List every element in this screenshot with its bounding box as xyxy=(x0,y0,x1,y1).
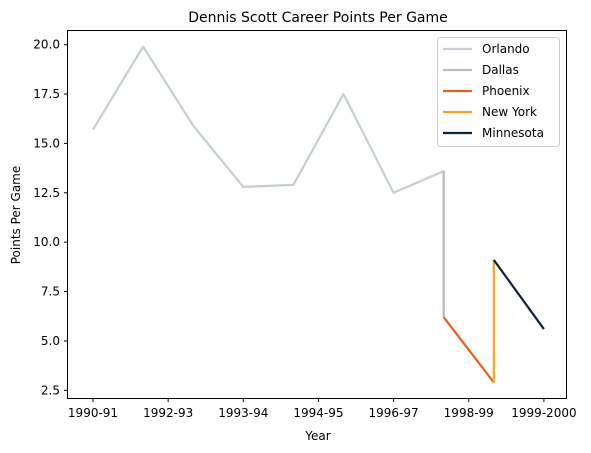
x-tick-label: 1999-2000 xyxy=(511,406,576,420)
x-tick-label: 1990-91 xyxy=(68,406,118,420)
legend-label-minnesota: Minnesota xyxy=(482,126,544,140)
legend-label-new-york: New York xyxy=(482,105,537,119)
x-tick-label: 1996-97 xyxy=(369,406,419,420)
y-tick-label: 2.5 xyxy=(41,383,60,397)
legend: Orlando Dallas Phoenix New York Minnesota xyxy=(437,37,560,147)
x-tick-label: 1998-99 xyxy=(444,406,494,420)
legend-box xyxy=(437,37,560,147)
y-tick-label: 12.5 xyxy=(33,186,60,200)
series-line-phoenix xyxy=(442,316,495,384)
legend-label-orlando: Orlando xyxy=(482,42,530,56)
y-tick-label: 15.0 xyxy=(33,136,60,150)
legend-label-phoenix: Phoenix xyxy=(482,84,530,98)
y-tick-label: 7.5 xyxy=(41,285,60,299)
chart-title: Dennis Scott Career Points Per Game xyxy=(188,10,448,26)
x-axis-label: Year xyxy=(304,429,330,443)
legend-label-dallas: Dallas xyxy=(482,63,519,77)
y-tick-label: 10.0 xyxy=(33,235,60,249)
y-tick-label: 17.5 xyxy=(33,87,60,101)
y-tick-label: 20.0 xyxy=(33,38,60,52)
x-tick-label: 1993-94 xyxy=(218,406,268,420)
x-tick-label: 1994-95 xyxy=(293,406,343,420)
x-tick-label: 1992-93 xyxy=(143,406,193,420)
y-axis-label: Points Per Game xyxy=(9,166,23,265)
y-tick-label: 5.0 xyxy=(41,334,60,348)
series-line-orlando xyxy=(92,45,445,318)
series-line-minnesota xyxy=(492,259,545,330)
